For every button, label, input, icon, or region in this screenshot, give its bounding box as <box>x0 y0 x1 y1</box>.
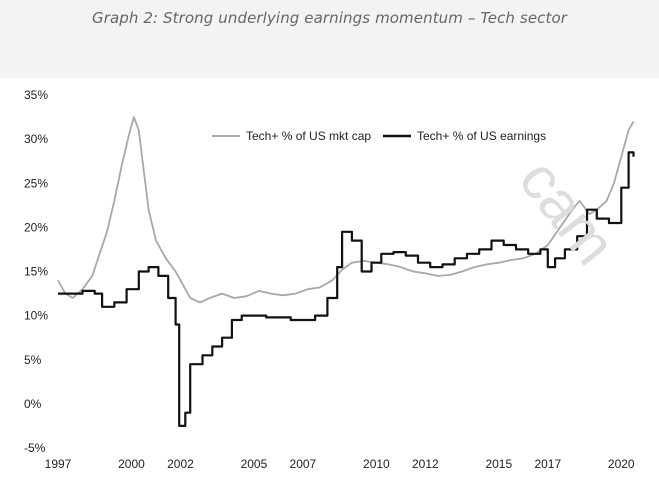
y-tick-label: 15% <box>24 265 48 279</box>
x-tick-label: 2002 <box>167 457 194 471</box>
x-tick-label: 2000 <box>118 457 145 471</box>
legend-label-earnings: Tech+ % of US earnings <box>417 129 546 143</box>
y-tick-label: -5% <box>24 441 46 455</box>
x-tick-label: 2010 <box>363 457 390 471</box>
plot-area: 35% 30% 25% 20% 15% 10% 5% 0% -5% 1997 2000 2002 20… <box>0 78 659 485</box>
y-tick-label: 25% <box>24 176 48 190</box>
y-tick-label: 5% <box>24 353 42 367</box>
x-tick-label: 2007 <box>290 457 317 471</box>
y-tick-label: 35% <box>24 88 48 102</box>
series-layer <box>57 116 635 427</box>
series-earnings-line <box>58 151 635 427</box>
y-tick-label: 30% <box>24 132 48 146</box>
x-tick-label: 2020 <box>608 457 635 471</box>
x-tick-label: 2015 <box>485 457 512 471</box>
x-tick-label: 2012 <box>412 457 439 471</box>
series-mkt-cap-line <box>57 116 635 304</box>
legend-label-mkt-cap: Tech+ % of US mkt cap <box>246 129 371 143</box>
line-chart: 35% 30% 25% 20% 15% 10% 5% 0% -5% 1997 2000 2002 20… <box>24 88 635 471</box>
figure-caption: Graph 2: Strong underlying earnings mome… <box>91 9 568 27</box>
caption-band <box>0 0 659 78</box>
y-tick-label: 0% <box>24 397 42 411</box>
y-axis-ticks: 35% 30% 25% 20% 15% 10% 5% 0% -5% <box>24 88 48 455</box>
legend: Tech+ % of US mkt cap Tech+ % of US earni… <box>212 129 546 143</box>
y-tick-label: 10% <box>24 309 48 323</box>
x-tick-label: 2005 <box>241 457 268 471</box>
x-tick-label: 1997 <box>45 457 72 471</box>
x-axis-ticks: 1997 2000 2002 2005 2007 2010 2012 2015 2017 2020 <box>45 457 635 471</box>
x-tick-label: 2017 <box>534 457 561 471</box>
y-tick-label: 20% <box>24 220 48 234</box>
